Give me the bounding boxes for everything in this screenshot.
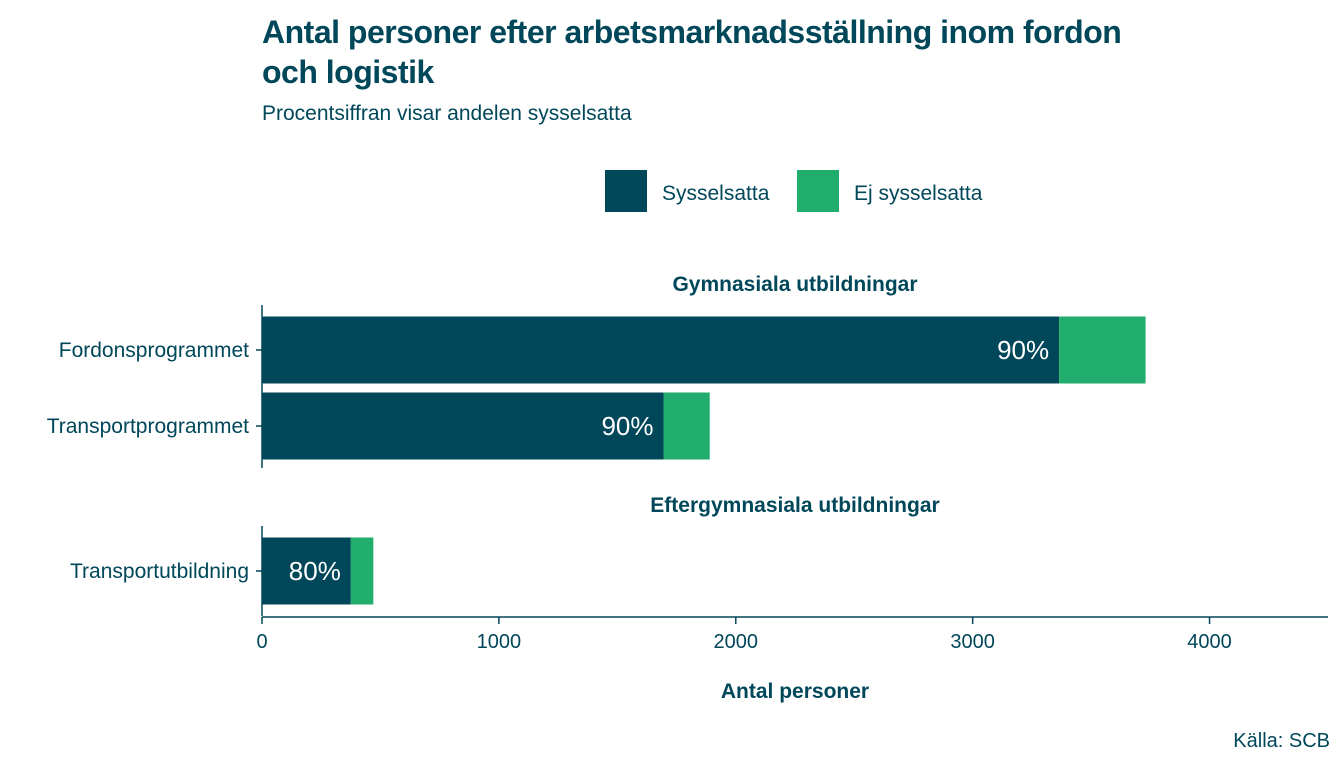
bar-label-1-2: 90% [601,411,653,441]
panel-title-1: Gymnasiala utbildningar [672,273,917,296]
x-tick-label-4: 3000 [950,631,995,653]
source-note: Källa: SCB [1233,730,1330,752]
bar-ej-sysselsatta-2-1 [350,537,374,605]
panel-title-2: Eftergymnasiala utbildningar [650,494,939,517]
bar-sysselsatta-1-2 [262,392,664,460]
legend-label-2: Ej sysselsatta [854,182,983,205]
category-label-1-1: Fordonsprogrammet [59,339,249,362]
bar-ej-sysselsatta-1-2 [663,392,710,460]
bar-sysselsatta-2-1 [262,537,351,605]
chart-subtitle: Procentsiffran visar andelen sysselsatta [262,102,632,125]
x-axis-title: Antal personer [721,680,869,703]
category-label-1-2: Transportprogrammet [47,415,249,438]
category-label-2-1: Transportutbildning [70,560,249,583]
bar-ej-sysselsatta-1-1 [1059,316,1146,384]
bar-sysselsatta-1-1 [262,316,1060,384]
x-tick-label-5: 4000 [1187,631,1232,653]
x-tick-label-3: 2000 [714,631,759,653]
bar-label-2-1: 80% [289,556,341,586]
legend-swatch-2 [797,170,839,212]
bar-label-1-1: 90% [997,335,1049,365]
x-tick-label-1: 0 [256,631,267,653]
legend-label-1: Sysselsatta [662,182,770,205]
x-tick-label-2: 1000 [477,631,522,653]
legend-swatch-1 [605,170,647,212]
chart-title: Antal personer efter arbetsmarknadsställ… [262,14,1122,90]
